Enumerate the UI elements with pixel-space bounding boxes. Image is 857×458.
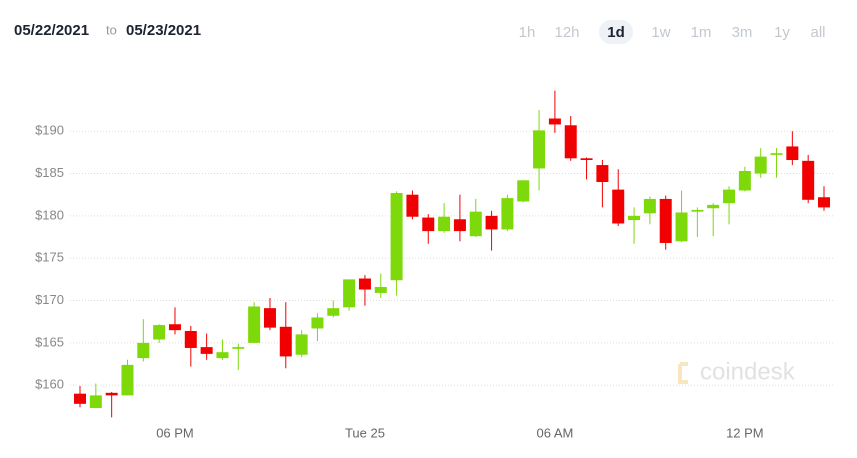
x-tick-label: 12 PM [726, 425, 764, 440]
range-button[interactable]: all [810, 24, 825, 41]
candle-body [659, 198, 672, 243]
candle-body [358, 278, 371, 290]
range-button[interactable]: 12h [554, 24, 579, 41]
candle-body [121, 364, 134, 396]
candle-body [628, 215, 641, 221]
date-from: 05/22/2021 [14, 22, 89, 39]
candle-body [596, 165, 609, 183]
candle-body [438, 216, 451, 232]
candle-body [216, 352, 229, 359]
candle-body [248, 306, 261, 343]
candle-body [422, 217, 435, 232]
y-tick-label: $170 [35, 292, 64, 307]
y-tick-label: $180 [35, 207, 64, 222]
candle-body [232, 347, 245, 349]
candle-body [105, 392, 118, 396]
candle-body [643, 198, 656, 214]
watermark: coindesk [678, 358, 796, 385]
candle-body [818, 197, 831, 208]
candle-body [754, 156, 767, 174]
watermark-text: coindesk [700, 358, 796, 385]
candle-body [533, 130, 546, 169]
range-button[interactable]: 1d [607, 24, 625, 41]
y-tick-label: $185 [35, 165, 64, 180]
candle-body [74, 393, 86, 404]
y-tick-label: $190 [35, 123, 64, 138]
date-to: 05/23/2021 [126, 22, 201, 39]
range-button[interactable]: 1h [519, 24, 536, 41]
y-tick-label: $165 [35, 334, 64, 349]
candle-body [406, 194, 419, 217]
x-tick-label: 06 AM [536, 425, 573, 440]
candle-body [675, 212, 688, 242]
y-tick-label: $160 [35, 377, 64, 392]
watermark-logo [678, 362, 688, 384]
candle-body [200, 347, 213, 354]
candle-body [453, 219, 466, 232]
candle-body [137, 342, 150, 359]
candle-body [786, 146, 799, 160]
range-selected-bg [599, 20, 633, 44]
candle-body [390, 193, 403, 281]
candle-body [564, 125, 577, 159]
x-tick-label: 06 PM [156, 425, 194, 440]
y-tick-label: $175 [35, 250, 64, 265]
range-button[interactable]: 1m [691, 24, 712, 41]
candle-body [295, 334, 308, 355]
candle-body [343, 279, 356, 308]
candle-body [691, 209, 704, 212]
range-button[interactable]: 1y [774, 24, 790, 41]
candle-body [485, 215, 498, 230]
candle-body [707, 204, 720, 209]
candle-body [723, 189, 736, 204]
date-separator: to [106, 22, 117, 37]
candle-body [153, 325, 166, 340]
candle-body [374, 286, 387, 293]
candle-body [168, 324, 181, 331]
candle-body [263, 308, 276, 328]
candle-body [279, 326, 292, 357]
candle-body [517, 180, 530, 202]
x-tick-label: Tue 25 [345, 425, 385, 440]
range-button[interactable]: 3m [732, 24, 753, 41]
candle-body [327, 308, 340, 316]
candle-body [89, 395, 102, 409]
candle-body [770, 153, 783, 155]
candle-body [612, 189, 625, 224]
range-button[interactable]: 1w [651, 24, 670, 41]
candle-body [184, 331, 197, 348]
candle-body [501, 198, 514, 230]
candle-body [311, 317, 324, 329]
candle-body [469, 211, 482, 237]
candle-body [548, 118, 561, 125]
candle-body [738, 170, 751, 191]
candle-body [802, 160, 815, 200]
candle-body [580, 158, 593, 160]
